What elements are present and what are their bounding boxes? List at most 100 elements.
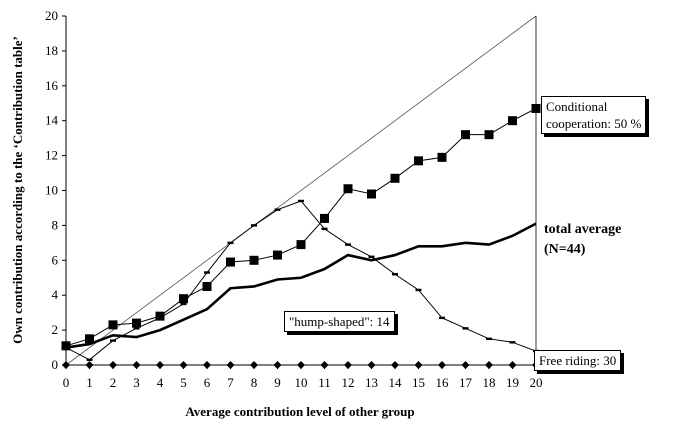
data-point: [62, 361, 70, 369]
data-point: [392, 273, 398, 276]
data-point: [367, 189, 376, 199]
data-point: [202, 281, 212, 291]
data-point: [157, 316, 163, 320]
x-tick-label: 5: [180, 375, 187, 390]
x-tick-label: 11: [318, 375, 331, 390]
data-point: [368, 255, 375, 259]
data-point: [85, 361, 94, 369]
data-point: [110, 339, 116, 342]
series-free-riding: [62, 361, 540, 369]
annotation-conditional-line1: Conditional: [546, 99, 608, 114]
annotation-hump-text: "hump-shaped": 14: [289, 314, 390, 329]
x-axis-label: Average contribution level of other grou…: [185, 404, 414, 419]
data-point: [390, 173, 400, 183]
data-point: [250, 361, 258, 369]
data-point: [344, 361, 352, 369]
x-tick-label: 0: [63, 375, 70, 390]
y-tick-label: 12: [45, 148, 58, 163]
y-tick-label: 10: [45, 183, 58, 198]
series-hump-shaped: [63, 199, 539, 361]
data-point: [85, 334, 94, 344]
x-tick-label: 18: [483, 375, 496, 390]
data-point: [180, 302, 187, 306]
diagonal-line: [65, 15, 537, 366]
x-tick-label: 16: [436, 375, 450, 390]
data-point: [249, 255, 259, 265]
data-point: [461, 361, 470, 369]
x-tick-label: 4: [157, 375, 164, 390]
data-point: [414, 156, 423, 166]
x-tick-label: 3: [133, 375, 140, 390]
data-point: [273, 250, 282, 260]
data-point: [63, 346, 69, 349]
data-point: [391, 361, 399, 369]
data-point: [320, 361, 329, 369]
data-point: [509, 341, 516, 344]
y-tick-label: 6: [52, 252, 59, 267]
annotation-total-line1: total average: [544, 222, 622, 237]
y-tick-label: 16: [45, 78, 59, 93]
data-point: [203, 361, 211, 369]
annotation-total-line2: (N=44): [544, 242, 586, 257]
data-point: [61, 341, 71, 351]
data-point: [414, 361, 423, 369]
data-point: [179, 361, 188, 369]
data-point: [132, 318, 141, 328]
data-point: [437, 152, 447, 162]
data-point: [227, 241, 234, 245]
annotation-conditional-line2: cooperation: 50 %: [546, 116, 642, 131]
data-point: [415, 288, 422, 292]
data-point: [133, 327, 140, 330]
data-point: [274, 208, 281, 211]
data-point: [155, 311, 165, 321]
x-tick-label: 1: [86, 375, 93, 390]
data-point: [484, 130, 494, 140]
x-tick-label: 13: [365, 375, 378, 390]
series-conditional-cooperation: [61, 103, 541, 351]
x-tick-label: 2: [110, 375, 117, 390]
y-tick-label: 0: [52, 357, 59, 372]
y-axis-label: Own contribution according to the ‘Contr…: [10, 36, 25, 344]
y-tick-label: 20: [45, 8, 58, 23]
data-point: [273, 361, 282, 369]
y-tick-label: 4: [52, 287, 59, 302]
data-point: [439, 316, 445, 320]
data-point: [86, 358, 93, 361]
x-tick-label: 10: [295, 375, 308, 390]
annotation-conditional-cooperation: Conditional cooperation: 50 %: [541, 96, 647, 134]
data-point: [296, 240, 306, 250]
data-point: [485, 361, 493, 369]
annotation-free-riding: Free riding: 30: [534, 350, 622, 371]
x-tick-label: 6: [204, 375, 211, 390]
data-point: [345, 243, 351, 246]
x-tick-label: 7: [227, 375, 234, 390]
x-tick-label: 17: [459, 375, 473, 390]
x-tick-label: 14: [389, 375, 403, 390]
y-tick-label: 8: [52, 217, 59, 232]
y-tick-label: 18: [45, 43, 58, 58]
data-point: [297, 361, 305, 369]
data-point: [320, 213, 329, 223]
data-point: [156, 361, 164, 369]
data-point: [367, 361, 376, 369]
y-tick-label: 14: [45, 113, 59, 128]
data-point: [108, 320, 118, 330]
data-point: [508, 116, 517, 126]
data-point: [226, 257, 235, 267]
data-point: [226, 361, 235, 369]
series-group: [61, 103, 541, 369]
data-point: [343, 184, 353, 194]
x-tick-label: 12: [342, 375, 355, 390]
data-point: [251, 224, 257, 227]
annotation-hump-shaped: "hump-shaped": 14: [284, 311, 395, 332]
x-tick-label: 8: [251, 375, 258, 390]
data-point: [438, 361, 446, 369]
data-point: [486, 337, 492, 341]
y-tick-label: 2: [52, 322, 59, 337]
data-point: [179, 294, 188, 304]
data-point: [508, 361, 517, 369]
series-line: [65, 222, 537, 349]
data-point: [531, 103, 541, 113]
data-point: [462, 327, 469, 330]
